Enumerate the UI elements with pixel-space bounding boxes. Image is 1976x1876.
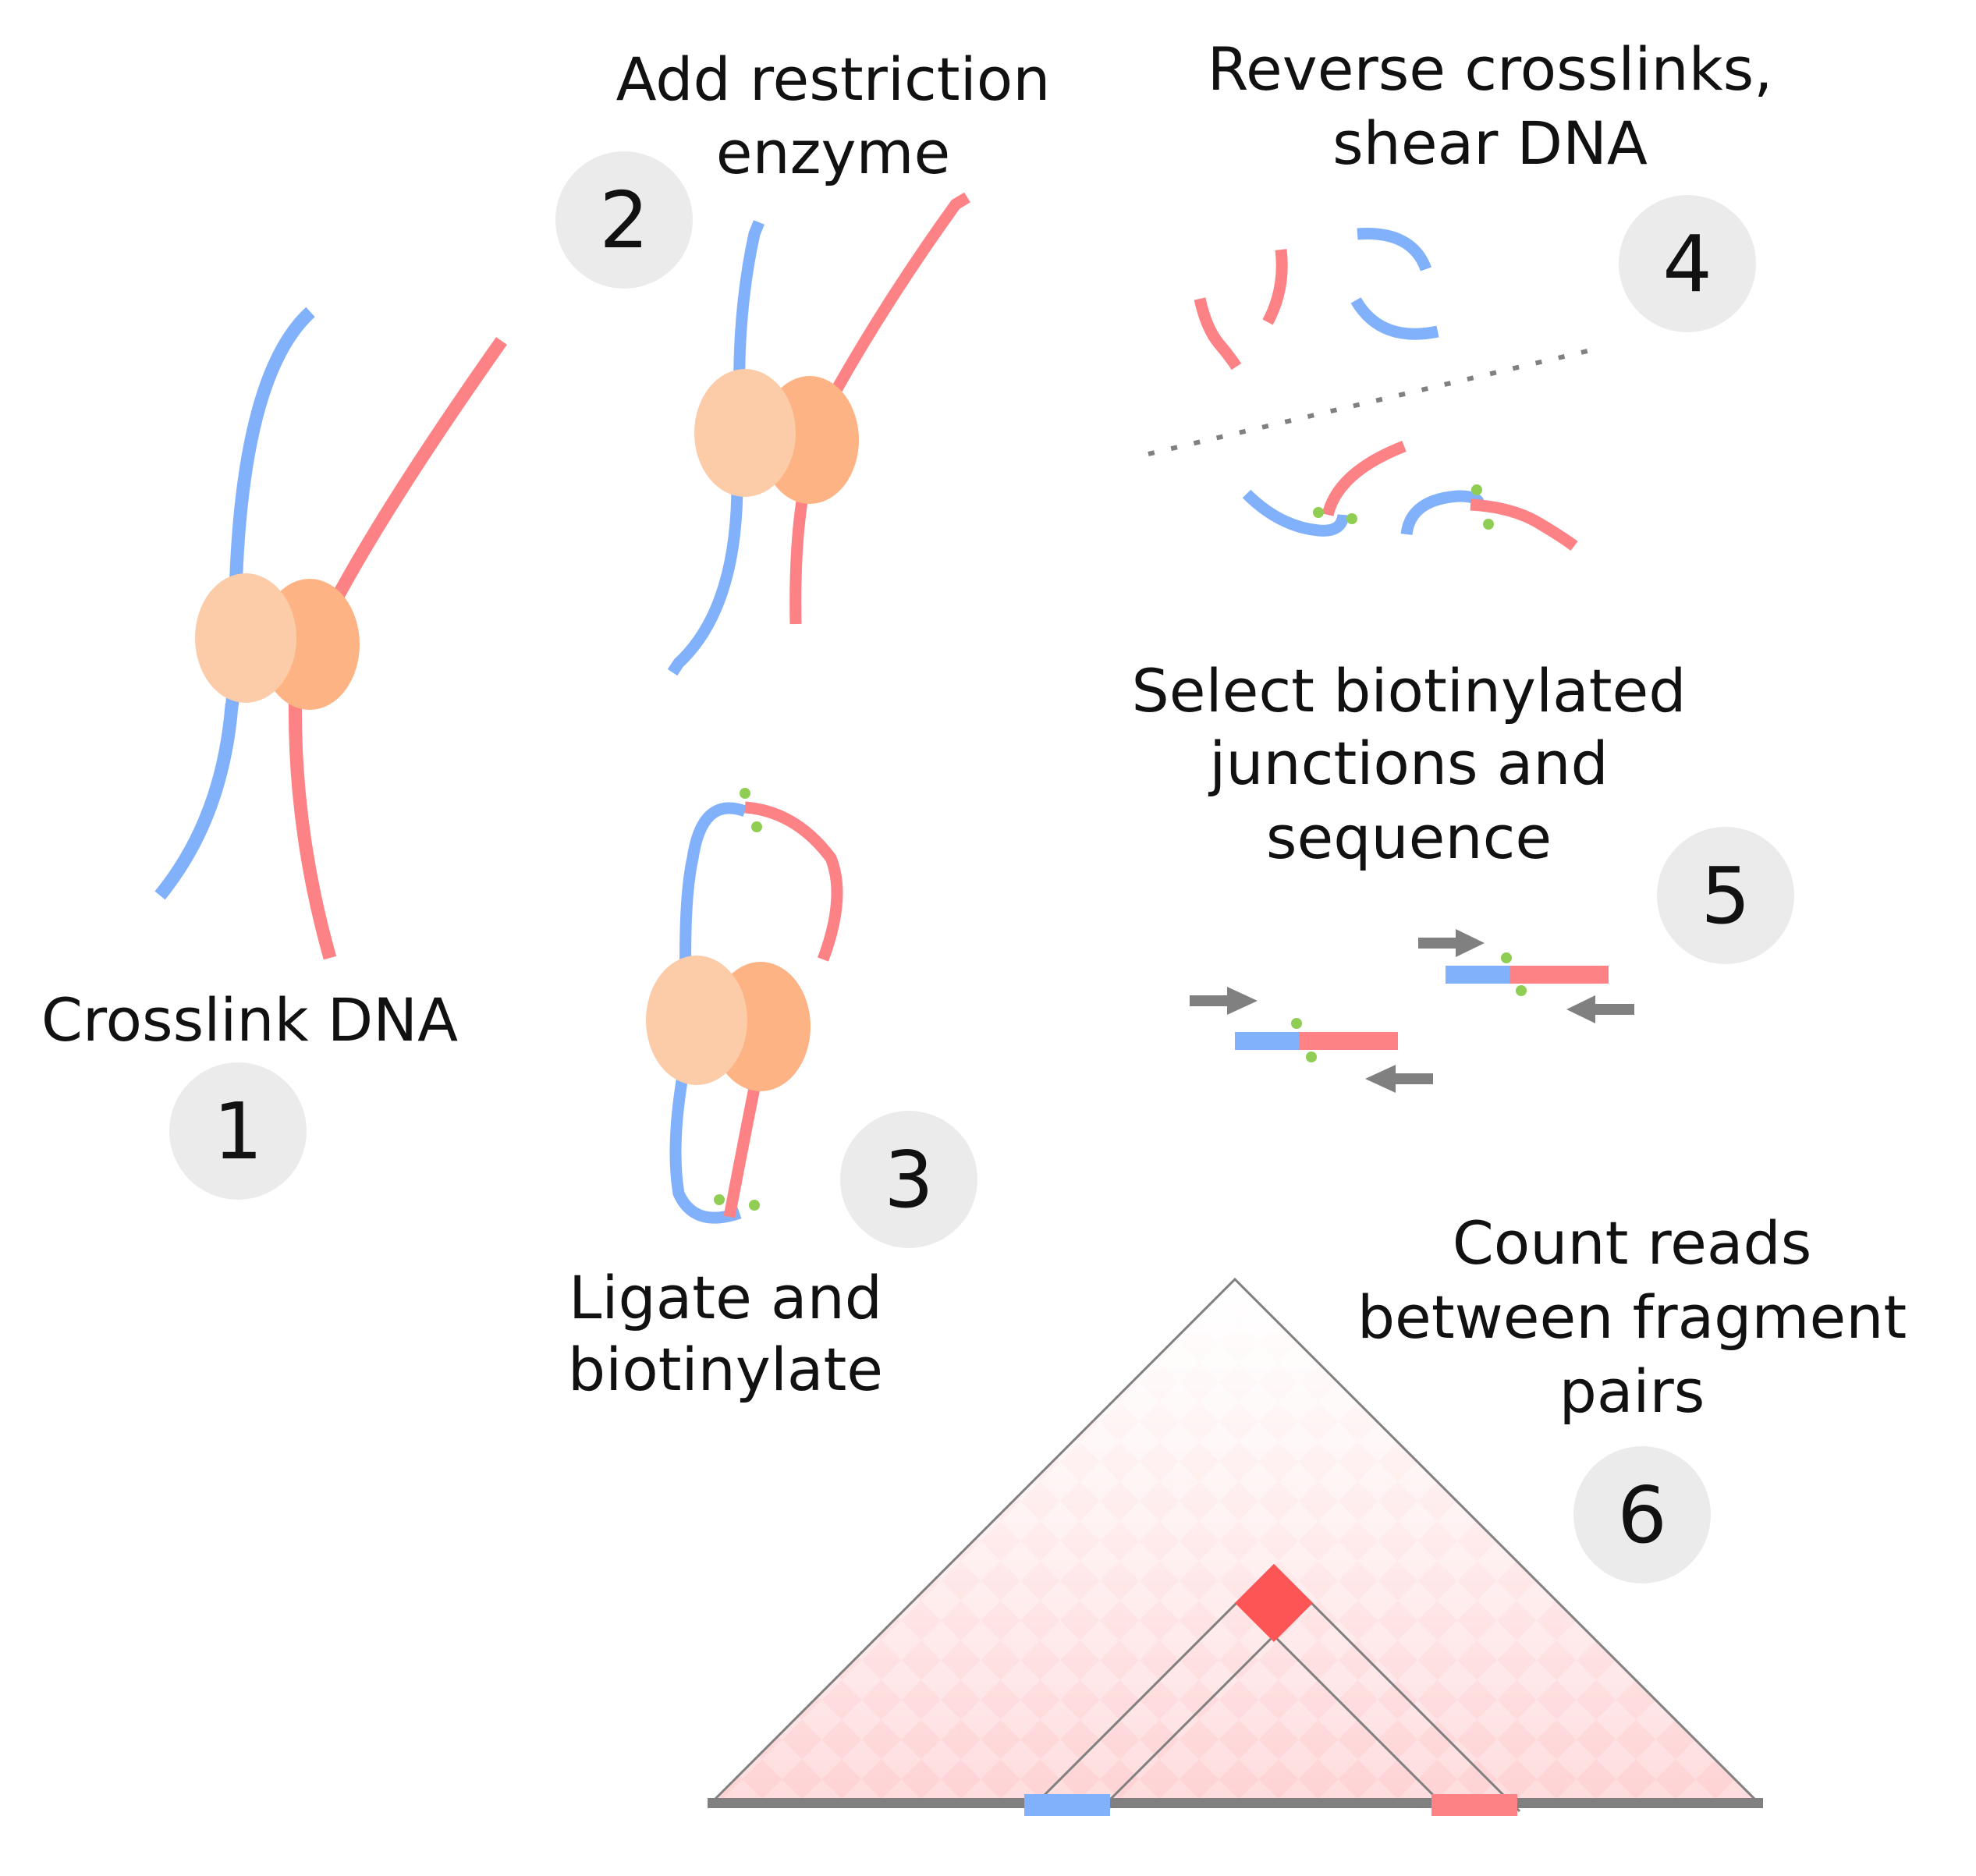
step-3-label-line-1: Ligate and — [569, 1263, 882, 1332]
step-6-badge: 6 — [1573, 1446, 1711, 1583]
step-5-label-line-3: sequence — [1266, 803, 1552, 872]
fragment-marker-blue — [1024, 1794, 1110, 1816]
dna-strand-red — [789, 490, 810, 625]
step-6-number: 6 — [1617, 1470, 1667, 1561]
step-5-badge: 5 — [1657, 827, 1794, 964]
dna-fragment-red — [1321, 441, 1407, 517]
step-4-badge: 4 — [1619, 195, 1756, 332]
step-6-label-line-3: pairs — [1559, 1356, 1705, 1426]
step-2-badge: 2 — [555, 151, 693, 289]
sequencing-fragment — [1446, 952, 1609, 996]
step-4-label-line-1: Reverse crosslinks, — [1208, 34, 1773, 104]
protein-complex-icon — [646, 956, 811, 1091]
primer-arrow-icon — [1365, 1065, 1433, 1093]
dna-strand-blue — [667, 483, 743, 676]
step-6-label-line-2: between fragment — [1357, 1282, 1907, 1352]
protein-complex-icon — [694, 369, 859, 504]
step-5-label-line-1: Select biotinylated — [1131, 656, 1686, 725]
dna-fragment-red — [1470, 498, 1578, 551]
step-1-illustration — [154, 307, 507, 960]
dna-loop-blue — [679, 802, 747, 1007]
genome-axis — [708, 1798, 1763, 1808]
biotin-dot-icon — [1501, 952, 1512, 963]
dna-fragment-blue — [1350, 297, 1439, 340]
step-1-badge: 1 — [169, 1062, 307, 1200]
dna-fragment-blue — [1357, 228, 1432, 271]
dna-fragment-blue — [1400, 490, 1485, 536]
step-2-label-line-2: enzyme — [716, 118, 951, 187]
biotin-dot-icon — [1313, 484, 1494, 530]
fragment-marker-red — [1431, 1794, 1517, 1816]
step-5-label-line-2: junctions and — [1208, 729, 1609, 798]
dna-strand-red — [831, 192, 970, 393]
step-2-illustration — [667, 192, 970, 676]
primer-arrow-icon — [1190, 987, 1258, 1015]
protein-complex-icon — [195, 573, 360, 710]
dna-fragment-red — [1262, 249, 1288, 325]
step-4-number: 4 — [1662, 218, 1712, 310]
primer-arrow-icon — [1566, 995, 1634, 1023]
step-5-illustration — [1190, 929, 1634, 1093]
step-4-label-line-2: shear DNA — [1332, 108, 1648, 178]
dna-loop-blue — [669, 1075, 742, 1224]
sequencing-fragment — [1235, 1018, 1398, 1062]
step-5-number: 5 — [1701, 850, 1751, 942]
biotin-dot-icon — [714, 788, 762, 1211]
biotin-dot-icon — [1306, 1051, 1317, 1062]
step-3-badge: 3 — [840, 1111, 977, 1248]
step-4-illustration — [1148, 228, 1588, 551]
step-1-number: 1 — [213, 1086, 263, 1177]
dna-loop-red — [744, 801, 843, 962]
separator-line — [1148, 349, 1588, 456]
step-1-label: Crosslink DNA — [41, 985, 458, 1055]
step-2-number: 2 — [599, 175, 649, 266]
dna-fragment-red — [1194, 297, 1242, 371]
primer-arrow-icon — [1418, 929, 1485, 957]
step-6-label-line-1: Count reads — [1453, 1208, 1812, 1278]
step-3-number: 3 — [884, 1134, 934, 1225]
step-3-label-line-2: biotinylate — [568, 1335, 883, 1404]
biotin-dot-icon — [1291, 1018, 1302, 1029]
interaction-peak — [1235, 1564, 1313, 1642]
dna-fragment-blue — [1242, 489, 1350, 537]
step-2-label-line-1: Add restriction — [616, 44, 1051, 114]
step-3-illustration — [646, 788, 843, 1224]
biotin-dot-icon — [1516, 985, 1527, 996]
dna-loop-red — [723, 1083, 761, 1218]
